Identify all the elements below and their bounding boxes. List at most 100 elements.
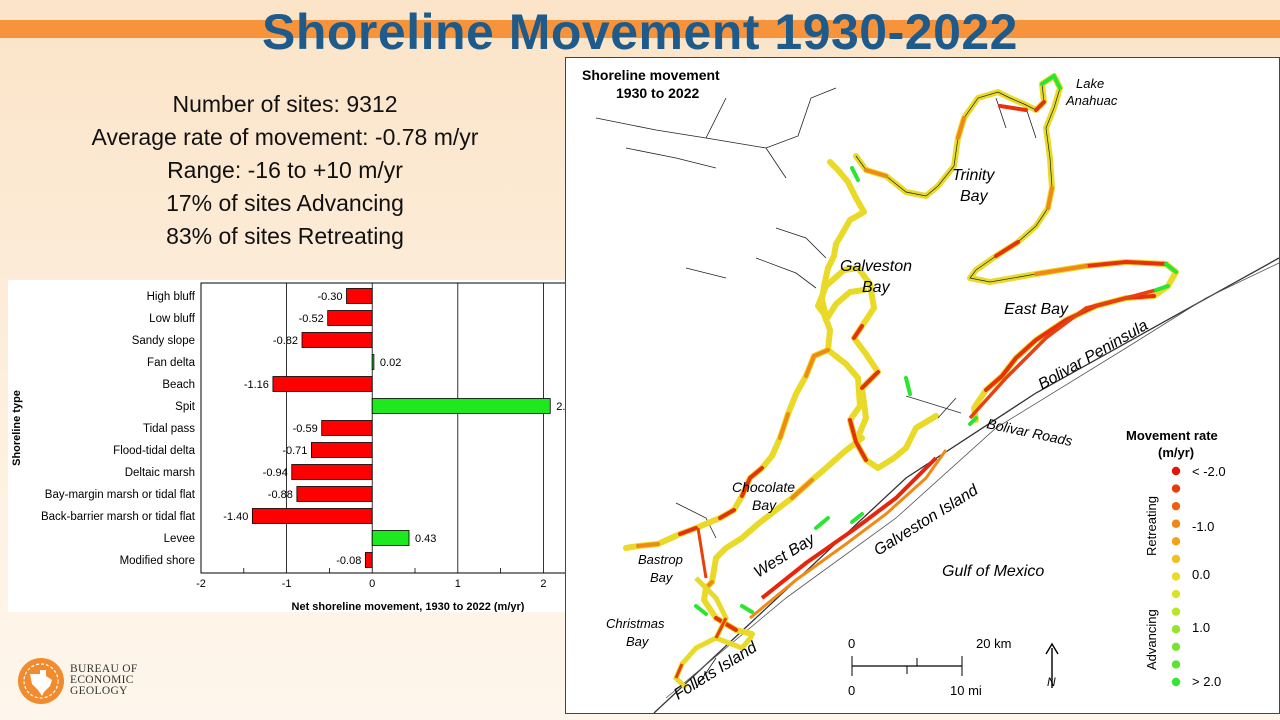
legend-tick-2: -1.0 [1192,519,1214,534]
bar [301,332,373,348]
bar [291,464,373,480]
label-bastrop-2: Bay [650,570,674,585]
stat-advancing: 17% of sites Advancing [166,190,404,216]
scale-mi-zero: 0 [848,683,855,698]
bar [371,398,551,414]
category-label: Bay-margin marsh or tidal flat [45,489,196,501]
bar [371,354,375,370]
logo-line2: ECONOMIC [70,674,134,686]
legend-tick-1: < -2.0 [1192,464,1226,479]
category-label: Spit [175,401,196,413]
x-axis-label: Net shoreline movement, 1930 to 2022 (m/… [292,601,525,612]
legend-swatch [1171,677,1181,687]
map-title-line1: Shoreline movement [582,67,720,83]
category-label: Tidal pass [143,423,195,435]
galveston-island-bayside [749,449,948,620]
category-label: Fan delta [147,357,196,369]
stat-sites: Number of sites: 9312 [172,91,398,117]
label-christmas-1: Christmas [606,616,665,631]
label-christmas-2: Bay [626,634,650,649]
label-trinity-2: Bay [960,188,989,205]
category-label: Deltaic marsh [125,467,195,479]
bar-chart-panel: High bluff Low bluff Sandy slope Fan delta B… [8,280,632,613]
stats-block: Number of sites: 9312 Average rate of mo… [40,88,530,253]
x-tick-label: -1 [282,578,292,590]
label-bastrop-1: Bastrop [638,552,683,567]
logo-text: BUREAU OF ECONOMIC GEOLOGY [70,663,138,697]
scale-km-zero: 0 [848,636,855,651]
legend-swatch [1171,607,1181,616]
north-label: N [1047,675,1056,689]
bar-chart: High bluff Low bluff Sandy slope Fan delta B… [11,282,632,613]
bar [272,376,373,392]
category-label: Sandy slope [132,335,195,347]
category-label: Levee [164,533,195,545]
page-title: Shoreline Movement 1930-2022 [262,4,1018,60]
value-label: -0.52 [299,313,324,325]
legend-title-line2: (m/yr) [1158,445,1194,460]
bar [371,530,410,546]
legend-swatch [1171,660,1181,669]
legend-swatch [1171,642,1181,652]
x-tick-label: 1 [455,578,461,590]
stat-average-rate: Average rate of movement: -0.78 m/yr [91,124,479,150]
bar [321,420,373,436]
stat-retreating: 83% of sites Retreating [166,223,404,249]
shoreline-advance-segments [694,73,1178,616]
legend-tick-3: 0.0 [1192,567,1210,582]
river-network [595,87,1037,689]
legend-swatch [1171,537,1181,546]
bar [346,288,373,304]
value-label: -0.94 [263,467,288,479]
label-chocolate-1: Chocolate [732,479,795,495]
category-label: Beach [162,379,195,391]
y-axis-label: Shoreline type [11,390,23,466]
legend-swatch [1171,554,1181,564]
bar [296,486,373,502]
label-trinity-1: Trinity [952,167,995,184]
label-galveston-island: Galveston Island [871,481,982,559]
bureau-logo: BUREAU OF ECONOMIC GEOLOGY [16,656,176,708]
bar [311,442,373,458]
legend-swatch [1171,625,1181,634]
label-gulf: Gulf of Mexico [942,563,1044,580]
texas-sun-logo-icon [18,658,64,704]
bar [327,310,373,326]
category-label: High bluff [147,291,196,303]
legend-swatch [1171,519,1181,528]
category-label: Low bluff [149,313,196,325]
legend-swatch [1171,501,1181,511]
map-title-line2: 1930 to 2022 [616,85,699,101]
value-label: -0.08 [336,555,361,567]
legend-retreating: Retreating [1144,496,1159,556]
logo-line3: GEOLOGY [70,685,128,697]
lower-bays-retreat [674,527,728,679]
shoreline-moderate-segments [636,116,1088,590]
x-tick-label: 2 [540,578,546,590]
label-follets: Follets Island [671,638,761,703]
legend-title-line1: Movement rate [1126,428,1218,443]
label-west-bay: West Bay [751,530,819,581]
legend-swatch [1171,572,1181,581]
value-label: -0.71 [282,445,307,457]
value-label: -0.59 [293,423,318,435]
legend-swatch [1171,589,1181,599]
bar [364,552,373,568]
label-galveston-bay-2: Bay [862,279,891,296]
value-label: 0.43 [415,533,436,545]
legend-advancing: Advancing [1144,609,1159,670]
shoreline-retreat-segments [678,100,1168,632]
shoreline-map: Shoreline movement 1930 to 2022 Lake Ana… [582,67,1280,714]
legend: Movement rate (m/yr) Retreating Advancin… [1126,428,1226,689]
galveston-island-shore [760,456,938,600]
category-label: Back-barrier marsh or tidal flat [41,511,196,523]
x-tick-label: -2 [196,578,206,590]
legend-tick-5: > 2.0 [1192,674,1221,689]
category-label: Modified shore [120,555,195,567]
label-east-bay: East Bay [1004,301,1069,318]
label-chocolate-2: Bay [752,497,777,513]
value-label: -1.40 [223,511,248,523]
scale-mi-label: 10 mi [950,683,982,698]
map-panel: Shoreline movement 1930 to 2022 Lake Ana… [565,57,1280,714]
barrier-back-shore [665,262,1280,699]
